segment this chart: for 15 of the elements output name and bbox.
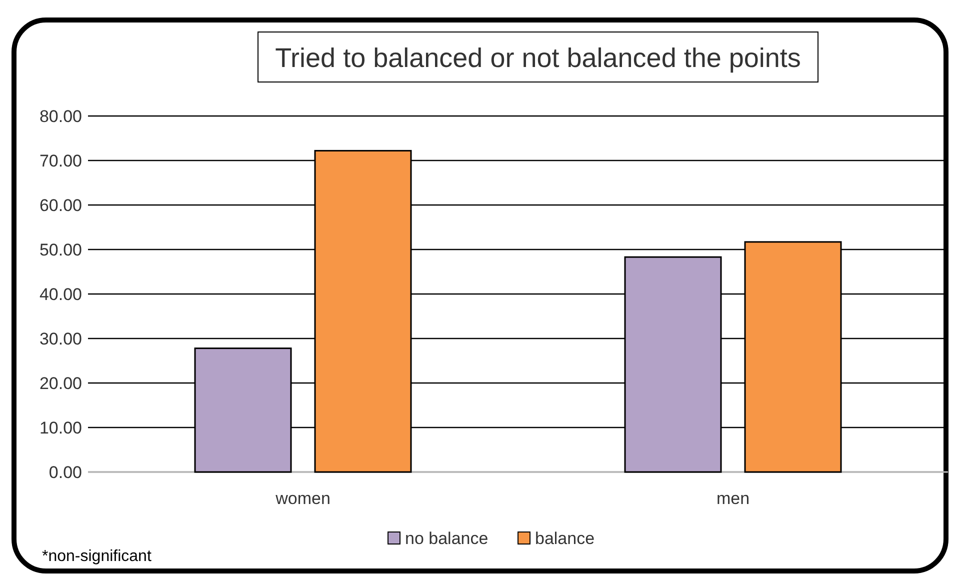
y-tick-label: 70.00 <box>39 152 82 170</box>
y-tick-label: 60.00 <box>39 196 82 215</box>
y-tick-label: 20.00 <box>39 374 82 393</box>
y-tick-label: 0.00 <box>48 463 82 482</box>
chart-title: Tried to balanced or not balanced the points <box>275 43 801 73</box>
y-tick-label: 30.00 <box>39 330 82 348</box>
x-tick-label: men <box>716 489 750 508</box>
y-tick-label: 50.00 <box>39 240 82 260</box>
legend-label: no balance <box>405 529 488 548</box>
y-tick-label: 80.00 <box>39 107 82 126</box>
legend-label: balance <box>535 529 595 548</box>
y-tick-label: 10.00 <box>39 418 82 438</box>
text: *non-significant <box>42 548 152 565</box>
x-tick-label: women <box>274 489 330 508</box>
y-tick-label: 40.00 <box>39 285 82 304</box>
